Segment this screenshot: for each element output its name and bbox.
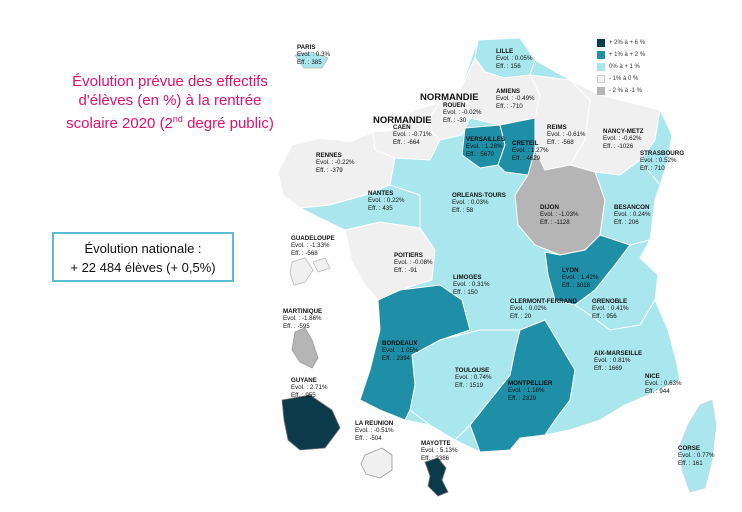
normandie-label: NORMANDIE [420, 92, 479, 103]
label-mayotte: MAYOTTE Evol. : 5.13% Eff. : 2386 [421, 440, 458, 462]
label-bordeaux: BORDEAUX Evol. : 1.05% Eff. : 2394 [382, 340, 419, 362]
label-limoges: LIMOGES Evol. : 0.31% Eff. : 150 [453, 274, 490, 296]
label-guyane: GUYANE Evol. : 2.71% Eff. : 955 [291, 377, 328, 399]
label-martinique: MARTINIQUE Evol. : -1.86% Eff. : -595 [283, 308, 323, 330]
region-besancon-shape [594, 159, 661, 246]
region-guadeloupe-shape [289, 257, 331, 286]
label-toulouse: TOULOUSE Evol. : 0.74% Eff. : 1519 [455, 367, 492, 389]
legend-swatch [597, 87, 605, 95]
label-versailles: VERSAILLES Evol. : 1.28% Eff. : 5670 [466, 136, 505, 158]
label-besancon: BESANCON Evol. : 0.24% Eff. : 206 [614, 204, 651, 226]
legend-label: + 2% à + 6 % [609, 40, 646, 46]
region-nantes-shape [298, 184, 421, 231]
legend-swatch [597, 75, 605, 83]
title-line-3: scolaire 2020 (2nd degré public) [66, 114, 274, 132]
legend-item: - 2 % à -1 % [597, 86, 667, 97]
region-grenoble-shape [574, 239, 659, 331]
label-la-reunion: LA REUNION Evol. : -0.51% Eff. : -504 [355, 420, 394, 442]
label-nancy-metz: NANCY-METZ Evol. : -0.62% Eff. : -1026 [603, 128, 644, 150]
legend-label: - 2 % à -1 % [609, 88, 643, 94]
legend: + 2% à + 6 % + 1% à + 2 % 0% à + 1 % - 1… [597, 38, 667, 98]
legend-item: 0% à + 1 % [597, 62, 667, 73]
legend-swatch [597, 51, 605, 59]
national-title: Évolution nationale : [84, 241, 202, 256]
label-nantes: NANTES Evol. : 0.22% Eff. : 435 [368, 190, 405, 212]
label-aix-marseille: AIX-MARSEILLE Evol. : 0.81% Eff. : 1669 [594, 350, 643, 372]
label-reims: REIMS Evol. : -0.61% Eff. : -568 [547, 124, 586, 146]
legend-item: + 1% à + 2 % [597, 50, 667, 61]
legend-swatch [597, 63, 605, 71]
label-lyon: LYON Evol. : 1.42% Eff. : 3018 [562, 267, 599, 289]
label-guadeloupe: GUADELOUPE Evol. : -1.33% Eff. : -568 [291, 235, 335, 257]
region-martinique-shape [291, 327, 319, 369]
region-bordeaux-shape [359, 284, 471, 421]
region-creteil-shape [497, 117, 536, 176]
region-paris-shape [294, 51, 329, 69]
region-mayotte-shape [424, 457, 449, 497]
label-corse: CORSE Evol. : 0.77% Eff. : 161 [678, 445, 715, 467]
legend-label: + 1% à + 2 % [609, 52, 646, 58]
label-rennes: RENNES Evol. : -0.22% Eff. : -379 [316, 152, 355, 174]
region-guyane-shape [281, 394, 341, 451]
label-poitiers: POITIERS Evol. : -0.08% Eff. : -91 [394, 252, 433, 274]
label-orleans-tours: ORLEANS-TOURS Evol. : 0.03% Eff. : 58 [452, 192, 506, 214]
label-montpellier: MONTPELLIER Evol. : 1.18% Eff. : 2329 [508, 380, 553, 402]
label-nice: NICE Evol. : 0.63% Eff. : 944 [645, 373, 682, 395]
legend-item: - 1% à 0 % [597, 74, 667, 85]
label-caen: CAEN Evol. : -0.71% Eff. : -664 [393, 124, 432, 146]
label-lille: LILLE Evol. : 0.05% Eff. : 156 [496, 48, 533, 70]
label-strasbourg: STRASBOURG Evol. : 0.52% Eff. : 710 [640, 150, 685, 172]
label-paris: PARIS Evol. : 0.3% Eff. : 385 [297, 44, 331, 66]
label-clermont-ferrand: CLERMONT-FERRAND Evol. : 0.02% Eff. : 20 [510, 298, 578, 320]
label-grenoble: GRENOBLE Evol. : 0.41% Eff. : 956 [592, 298, 629, 320]
label-amiens: AMIENS Evol. : -0.49% Eff. : -710 [496, 88, 535, 110]
legend-label: - 1% à 0 % [609, 76, 639, 82]
region-corse-shape [679, 399, 717, 493]
title-line-2: d'élèves (en %) à la rentrée [78, 92, 262, 109]
national-evolution-box: Évolution nationale : + 22 484 élèves (+… [52, 232, 234, 282]
legend-label: 0% à + 1 % [609, 64, 640, 70]
normandie-label: NORMANDIE [373, 115, 432, 126]
label-rouen: ROUEN Evol. : -0.02% Eff. : -30 [443, 102, 482, 124]
legend-swatch [597, 39, 605, 47]
national-value: + 22 484 élèves (+ 0,5%) [70, 260, 216, 275]
map-title: Évolution prévue des effectifs d'élèves … [40, 72, 300, 133]
label-dijon: DIJON Evol. : -1.03% Eff. : -1128 [540, 204, 579, 226]
title-line-1: Évolution prévue des effectifs [72, 73, 268, 90]
region-reunion-shape [360, 447, 393, 479]
legend-item: + 2% à + 6 % [597, 38, 667, 49]
label-creteil: CRETEIL Evol. : 1.27% Eff. : 4629 [512, 140, 549, 162]
